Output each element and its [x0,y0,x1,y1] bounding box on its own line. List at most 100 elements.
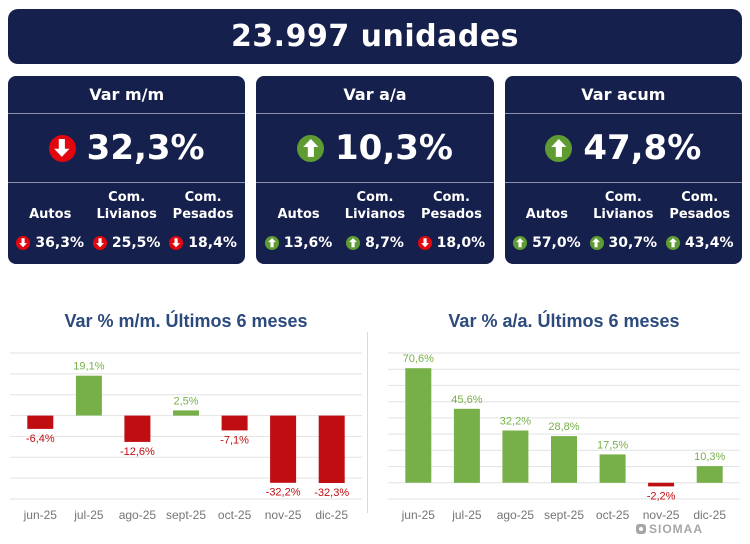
metric-value: 18,4% [188,235,237,251]
bar-value-label: 45,6% [451,394,482,406]
metric-com-pesados: Com. Pesados 18,0% [413,189,489,251]
bar-jul-25[interactable] [453,408,480,483]
bar-value-label: 19,1% [73,361,104,373]
arrow-up-icon [589,236,604,250]
category-label: jul-25 [451,508,482,522]
bar-jun-25[interactable] [405,368,432,483]
metric-value-row: 18,0% [417,235,486,251]
metric-value: 18,0% [436,235,486,251]
bar-ago-25[interactable] [502,430,529,483]
category-label: oct-25 [218,508,252,522]
bar-sept-25[interactable] [551,436,577,483]
siomaa-logo: SIOMAA [636,522,703,536]
bar-oct-25[interactable] [221,415,248,431]
metric-label: Autos [277,207,320,223]
bar-oct-25[interactable] [599,454,626,483]
metric-label: Com. Livianos [593,190,654,223]
bar-value-label: -32,3% [314,487,349,499]
bar-value-label: 28,8% [548,421,579,433]
metric-com-pesados: Com. Pesados 18,4% [165,189,241,251]
kpi-card-var-acum[interactable]: Var acum 47,8% Autos 57,0% Com. Livianos [504,76,742,264]
metric-value-row: 57,0% [513,235,581,251]
category-label: ago-25 [497,508,535,522]
siomaa-logo-text: SIOMAA [649,522,703,536]
metric-label: Com. Livianos [344,190,406,223]
category-label: jun-25 [23,508,58,522]
bar-ago-25[interactable] [124,415,151,442]
metric-label: Com. Livianos [96,190,157,223]
metric-value-row: 18,4% [169,235,237,251]
category-label: dic-25 [315,508,348,522]
category-label: oct-25 [596,508,630,522]
metric-value-row: 8,7% [346,235,404,251]
arrow-up-icon [665,236,680,250]
metric-value-row: 43,4% [665,235,734,251]
bar-value-label: -6,4% [26,433,55,445]
category-label: nov-25 [265,508,302,522]
arrow-down-icon [16,236,31,250]
chart-title-var-mm: Var % m/m. Últimos 6 meses [64,311,308,331]
kpi-card-title: Var m/m [8,76,246,114]
chart-title-var-aa: Var % a/a. Últimos 6 meses [448,311,680,331]
kpi-card-metrics: Autos 13,6% Com. Livianos 8,7% [256,183,493,264]
bar-value-label: -32,2% [266,487,301,499]
kpi-card-value: 32,3% [86,128,205,168]
bar-chart-var-aa: 70,6% jun-25 45,6% jul-25 32,2% ago-25 28,8% se… [388,352,740,522]
arrow-down-icon [92,236,107,250]
arrow-down-icon [417,236,432,250]
arrow-up-icon [513,236,528,250]
bar-value-label: 10,3% [694,451,725,463]
metric-com-livianos: Com. Livianos 30,7% [585,189,661,251]
metric-label: Com. Pesados [421,190,482,223]
kpi-card-value: 10,3% [335,128,453,168]
bar-value-label: -2,2% [647,490,676,502]
metric-label: Autos [29,207,72,223]
kpi-card-metrics: Autos 57,0% Com. Livianos 30,7% [505,183,742,264]
bar-chart-var-mm: -6,4% jun-25 19,1% jul-25 -12,6% ago-25 2,5% se… [10,352,362,522]
bar-value-label: 2,5% [173,395,198,407]
kpi-card-var-aa[interactable]: Var a/a 10,3% Autos 13,6% Com. Livianos [256,76,494,264]
metric-value: 30,7% [608,235,658,251]
metric-value-row: 36,3% [16,235,84,251]
category-label: sept-25 [166,508,206,522]
bar-nov-25[interactable] [648,482,675,487]
metric-com-livianos: Com. Livianos 8,7% [337,189,413,251]
metric-value: 36,3% [35,235,84,251]
total-units-title: 23.997 unidades [230,19,520,54]
kpi-card-value-row: 32,3% [8,114,246,183]
category-label: jul-25 [73,508,104,522]
bar-jul-25[interactable] [75,375,102,416]
kpi-card-value: 47,8% [583,128,702,168]
bar-dic-25[interactable] [696,466,723,483]
arrow-down-icon [48,134,76,162]
kpi-card-var-mm[interactable]: Var m/m 32,3% Autos 36,3% Com. Livianos [8,76,246,264]
category-label: nov-25 [643,508,680,522]
arrow-up-icon [297,134,324,162]
arrow-up-icon [545,134,573,162]
metric-value: 57,0% [532,235,581,251]
metric-value: 43,4% [684,235,734,251]
arrow-down-icon [169,236,184,250]
bar-nov-25[interactable] [270,415,297,483]
metric-value: 13,6% [283,235,333,251]
metric-com-livianos: Com. Livianos 25,5% [88,189,164,251]
kpi-card-title: Var acum [504,76,742,114]
charts-section: Var % m/m. Últimos 6 meses Var % a/a. Úl… [0,308,750,544]
metric-value: 8,7% [365,235,404,251]
category-label: ago-25 [119,508,157,522]
metric-label: Com. Pesados [669,190,731,223]
metric-autos: Autos 57,0% [509,189,585,251]
siomaa-logo-icon [636,524,646,534]
bar-dic-25[interactable] [318,415,345,483]
kpi-card-title: Var a/a [256,76,494,114]
chart-divider [367,332,368,513]
category-label: jun-25 [401,508,436,522]
bar-sept-25[interactable] [173,410,199,416]
metric-autos: Autos 36,3% [12,189,88,251]
kpi-card-value-row: 10,3% [256,114,494,183]
metric-label: Autos [525,207,568,223]
total-units-banner[interactable]: 23.997 unidades [8,9,742,64]
category-label: sept-25 [544,508,584,522]
bar-jun-25[interactable] [27,415,54,429]
